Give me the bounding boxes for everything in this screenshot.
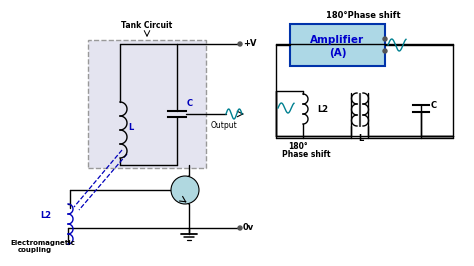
Text: L2: L2 — [40, 211, 51, 221]
Circle shape — [171, 176, 199, 204]
Text: C: C — [187, 99, 193, 109]
Text: C: C — [431, 101, 437, 110]
Circle shape — [383, 37, 387, 41]
Text: Amplifier: Amplifier — [310, 35, 365, 45]
Bar — [290, 24, 385, 66]
Text: Phase shift: Phase shift — [282, 150, 330, 159]
Circle shape — [238, 42, 242, 46]
Circle shape — [238, 226, 242, 230]
Text: coupling: coupling — [18, 247, 52, 253]
Text: Electromagnetic: Electromagnetic — [10, 240, 75, 246]
Text: (A): (A) — [329, 48, 346, 59]
Text: L: L — [128, 123, 133, 132]
Text: +V: +V — [243, 39, 256, 48]
Bar — [88, 40, 206, 168]
Text: 180°: 180° — [288, 142, 308, 151]
Text: Output: Output — [210, 121, 237, 130]
Circle shape — [383, 49, 387, 53]
Text: 180°Phase shift: 180°Phase shift — [326, 11, 401, 20]
Text: L2: L2 — [317, 105, 328, 114]
Text: Tank Circuit: Tank Circuit — [121, 21, 173, 30]
Text: 0v: 0v — [243, 223, 254, 232]
Text: L: L — [358, 134, 364, 143]
